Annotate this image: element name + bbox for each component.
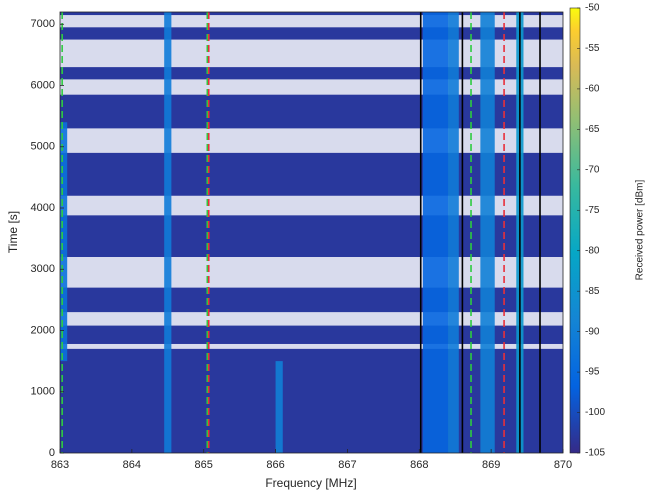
x-tick-label: 869: [482, 459, 500, 471]
y-tick-label: 7000: [31, 18, 55, 30]
y-tick-label: 2000: [31, 324, 55, 336]
colorbar-tick-label: -75: [585, 205, 600, 216]
colorbar-tick-label: -65: [585, 124, 600, 135]
channel-band: [164, 12, 172, 453]
y-tick-label: 5000: [31, 141, 55, 153]
colorbar-tick-label: -95: [585, 367, 600, 378]
colorbar-tick-label: -100: [585, 407, 605, 418]
y-tick-label: 1000: [31, 386, 55, 398]
x-tick-label: 867: [338, 459, 356, 471]
channel-band: [422, 12, 449, 453]
x-tick-label: 865: [195, 459, 213, 471]
x-tick-label: 866: [266, 459, 284, 471]
x-axis-title: Frequency [MHz]: [265, 476, 356, 490]
colorbar: [569, 7, 581, 454]
colorbar-title: Received power [dBm]: [635, 179, 646, 280]
x-tick-label: 868: [410, 459, 428, 471]
channel-band: [480, 12, 495, 453]
y-axis-title: Time [s]: [6, 211, 20, 253]
colorbar-tick-label: -70: [585, 164, 600, 175]
colorbar-tick-label: -90: [585, 326, 600, 337]
colorbar-tick-label: -80: [585, 245, 600, 256]
x-tick-label: 863: [51, 459, 69, 471]
no-signal-gap: [60, 343, 563, 349]
x-tick-label: 864: [123, 459, 141, 471]
channel-band: [60, 122, 68, 362]
channel-band: [275, 361, 283, 453]
channel-band: [448, 12, 459, 453]
colorbar-tick-label: -55: [585, 43, 600, 54]
plot-frame: [59, 11, 564, 454]
colorbar-tick-label: -50: [585, 3, 600, 14]
no-signal-gap: [60, 128, 563, 153]
plot-area: [60, 12, 563, 453]
x-tick-label: 870: [554, 459, 572, 471]
colorbar-tick-label: -60: [585, 84, 600, 95]
y-tick-label: 3000: [31, 263, 55, 275]
y-tick-label: 4000: [31, 202, 55, 214]
y-tick-label: 0: [49, 447, 55, 459]
y-tick-label: 6000: [31, 79, 55, 91]
colorbar-tick-label: -105: [585, 448, 605, 459]
colorbar-tick-label: -85: [585, 286, 600, 297]
no-signal-gap: [60, 39, 563, 68]
no-signal-gap: [60, 257, 563, 288]
